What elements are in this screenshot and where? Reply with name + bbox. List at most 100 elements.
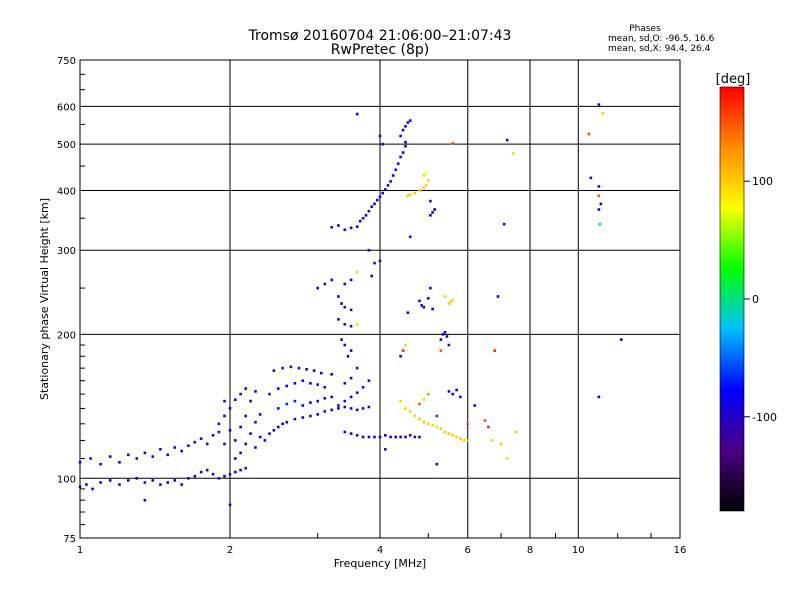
data-point xyxy=(193,474,197,478)
data-point xyxy=(381,142,384,146)
data-point xyxy=(135,457,139,460)
data-point xyxy=(99,462,102,466)
data-point xyxy=(166,481,169,484)
data-point xyxy=(597,208,601,211)
data-point xyxy=(249,432,252,435)
data-point xyxy=(285,402,289,406)
data-point xyxy=(399,134,402,138)
data-point xyxy=(166,453,169,457)
phase-box-title: Phases xyxy=(629,24,661,34)
data-point xyxy=(211,472,215,476)
data-point xyxy=(301,416,305,419)
data-point xyxy=(234,439,237,442)
data-point xyxy=(272,429,276,432)
data-point xyxy=(268,392,271,396)
data-point xyxy=(349,395,353,399)
y-tick-label: 400 xyxy=(57,186,76,197)
data-point xyxy=(384,188,387,191)
data-point xyxy=(239,392,242,396)
data-point xyxy=(289,365,293,369)
data-point xyxy=(361,386,365,389)
data-point xyxy=(309,414,312,418)
data-point xyxy=(301,404,305,407)
data-point xyxy=(249,399,252,403)
data-point xyxy=(378,195,382,199)
data-point xyxy=(277,387,280,390)
data-point xyxy=(205,442,209,446)
data-point xyxy=(451,298,455,302)
data-point xyxy=(431,307,434,311)
data-point xyxy=(483,419,487,422)
data-point xyxy=(378,134,382,138)
data-point xyxy=(505,138,509,142)
data-point xyxy=(337,295,340,298)
data-point xyxy=(447,390,451,393)
data-point xyxy=(620,338,623,341)
data-point xyxy=(435,425,439,429)
x-tick-label: 10 xyxy=(572,545,585,556)
data-point xyxy=(127,479,130,482)
data-point xyxy=(384,434,387,437)
data-point xyxy=(355,112,359,116)
data-point xyxy=(401,349,405,352)
data-point xyxy=(349,226,353,230)
data-point xyxy=(343,323,347,326)
data-point xyxy=(396,162,400,165)
data-point xyxy=(408,235,412,239)
data-point xyxy=(323,397,327,400)
data-point xyxy=(505,457,509,460)
data-point xyxy=(151,479,155,482)
y-tick-label: 500 xyxy=(57,140,76,151)
colorbar-tick-label: 0 xyxy=(752,293,759,306)
grid-layer xyxy=(80,60,680,538)
data-point xyxy=(447,302,451,305)
data-point xyxy=(355,391,359,394)
data-point xyxy=(384,448,387,451)
data-point xyxy=(487,425,490,429)
data-point xyxy=(239,451,242,455)
data-point xyxy=(598,222,602,226)
data-point xyxy=(268,432,271,435)
data-point xyxy=(399,355,402,358)
data-point xyxy=(427,297,430,300)
data-point xyxy=(305,368,308,371)
data-point xyxy=(228,429,232,432)
data-point xyxy=(346,355,350,358)
data-point xyxy=(320,371,323,375)
data-point xyxy=(367,209,371,213)
data-point xyxy=(343,343,347,347)
data-point xyxy=(445,335,449,338)
data-point xyxy=(381,191,384,195)
data-point xyxy=(180,483,183,486)
data-point xyxy=(373,435,376,439)
data-point xyxy=(404,140,407,144)
data-point xyxy=(420,304,423,307)
data-point xyxy=(143,451,147,455)
y-tick-label: 300 xyxy=(57,246,76,257)
data-point xyxy=(599,202,603,206)
data-point xyxy=(89,457,92,460)
data-point xyxy=(349,407,353,410)
data-point xyxy=(399,435,402,439)
data-point xyxy=(180,449,183,453)
data-point xyxy=(406,194,410,198)
data-point xyxy=(389,180,392,183)
data-point xyxy=(439,349,443,352)
data-point xyxy=(159,483,162,486)
data-point xyxy=(597,194,601,198)
data-point xyxy=(323,386,327,389)
data-point xyxy=(99,481,102,484)
data-point xyxy=(601,112,605,115)
data-point xyxy=(422,174,426,177)
data-point xyxy=(343,228,347,232)
data-point xyxy=(404,435,407,439)
data-point xyxy=(355,434,359,437)
data-point xyxy=(143,481,147,484)
data-point xyxy=(323,410,327,413)
data-point xyxy=(330,278,333,282)
data-point xyxy=(234,398,237,401)
data-point xyxy=(173,479,177,482)
data-point xyxy=(330,373,333,376)
data-point xyxy=(293,417,297,421)
data-point xyxy=(211,434,215,437)
